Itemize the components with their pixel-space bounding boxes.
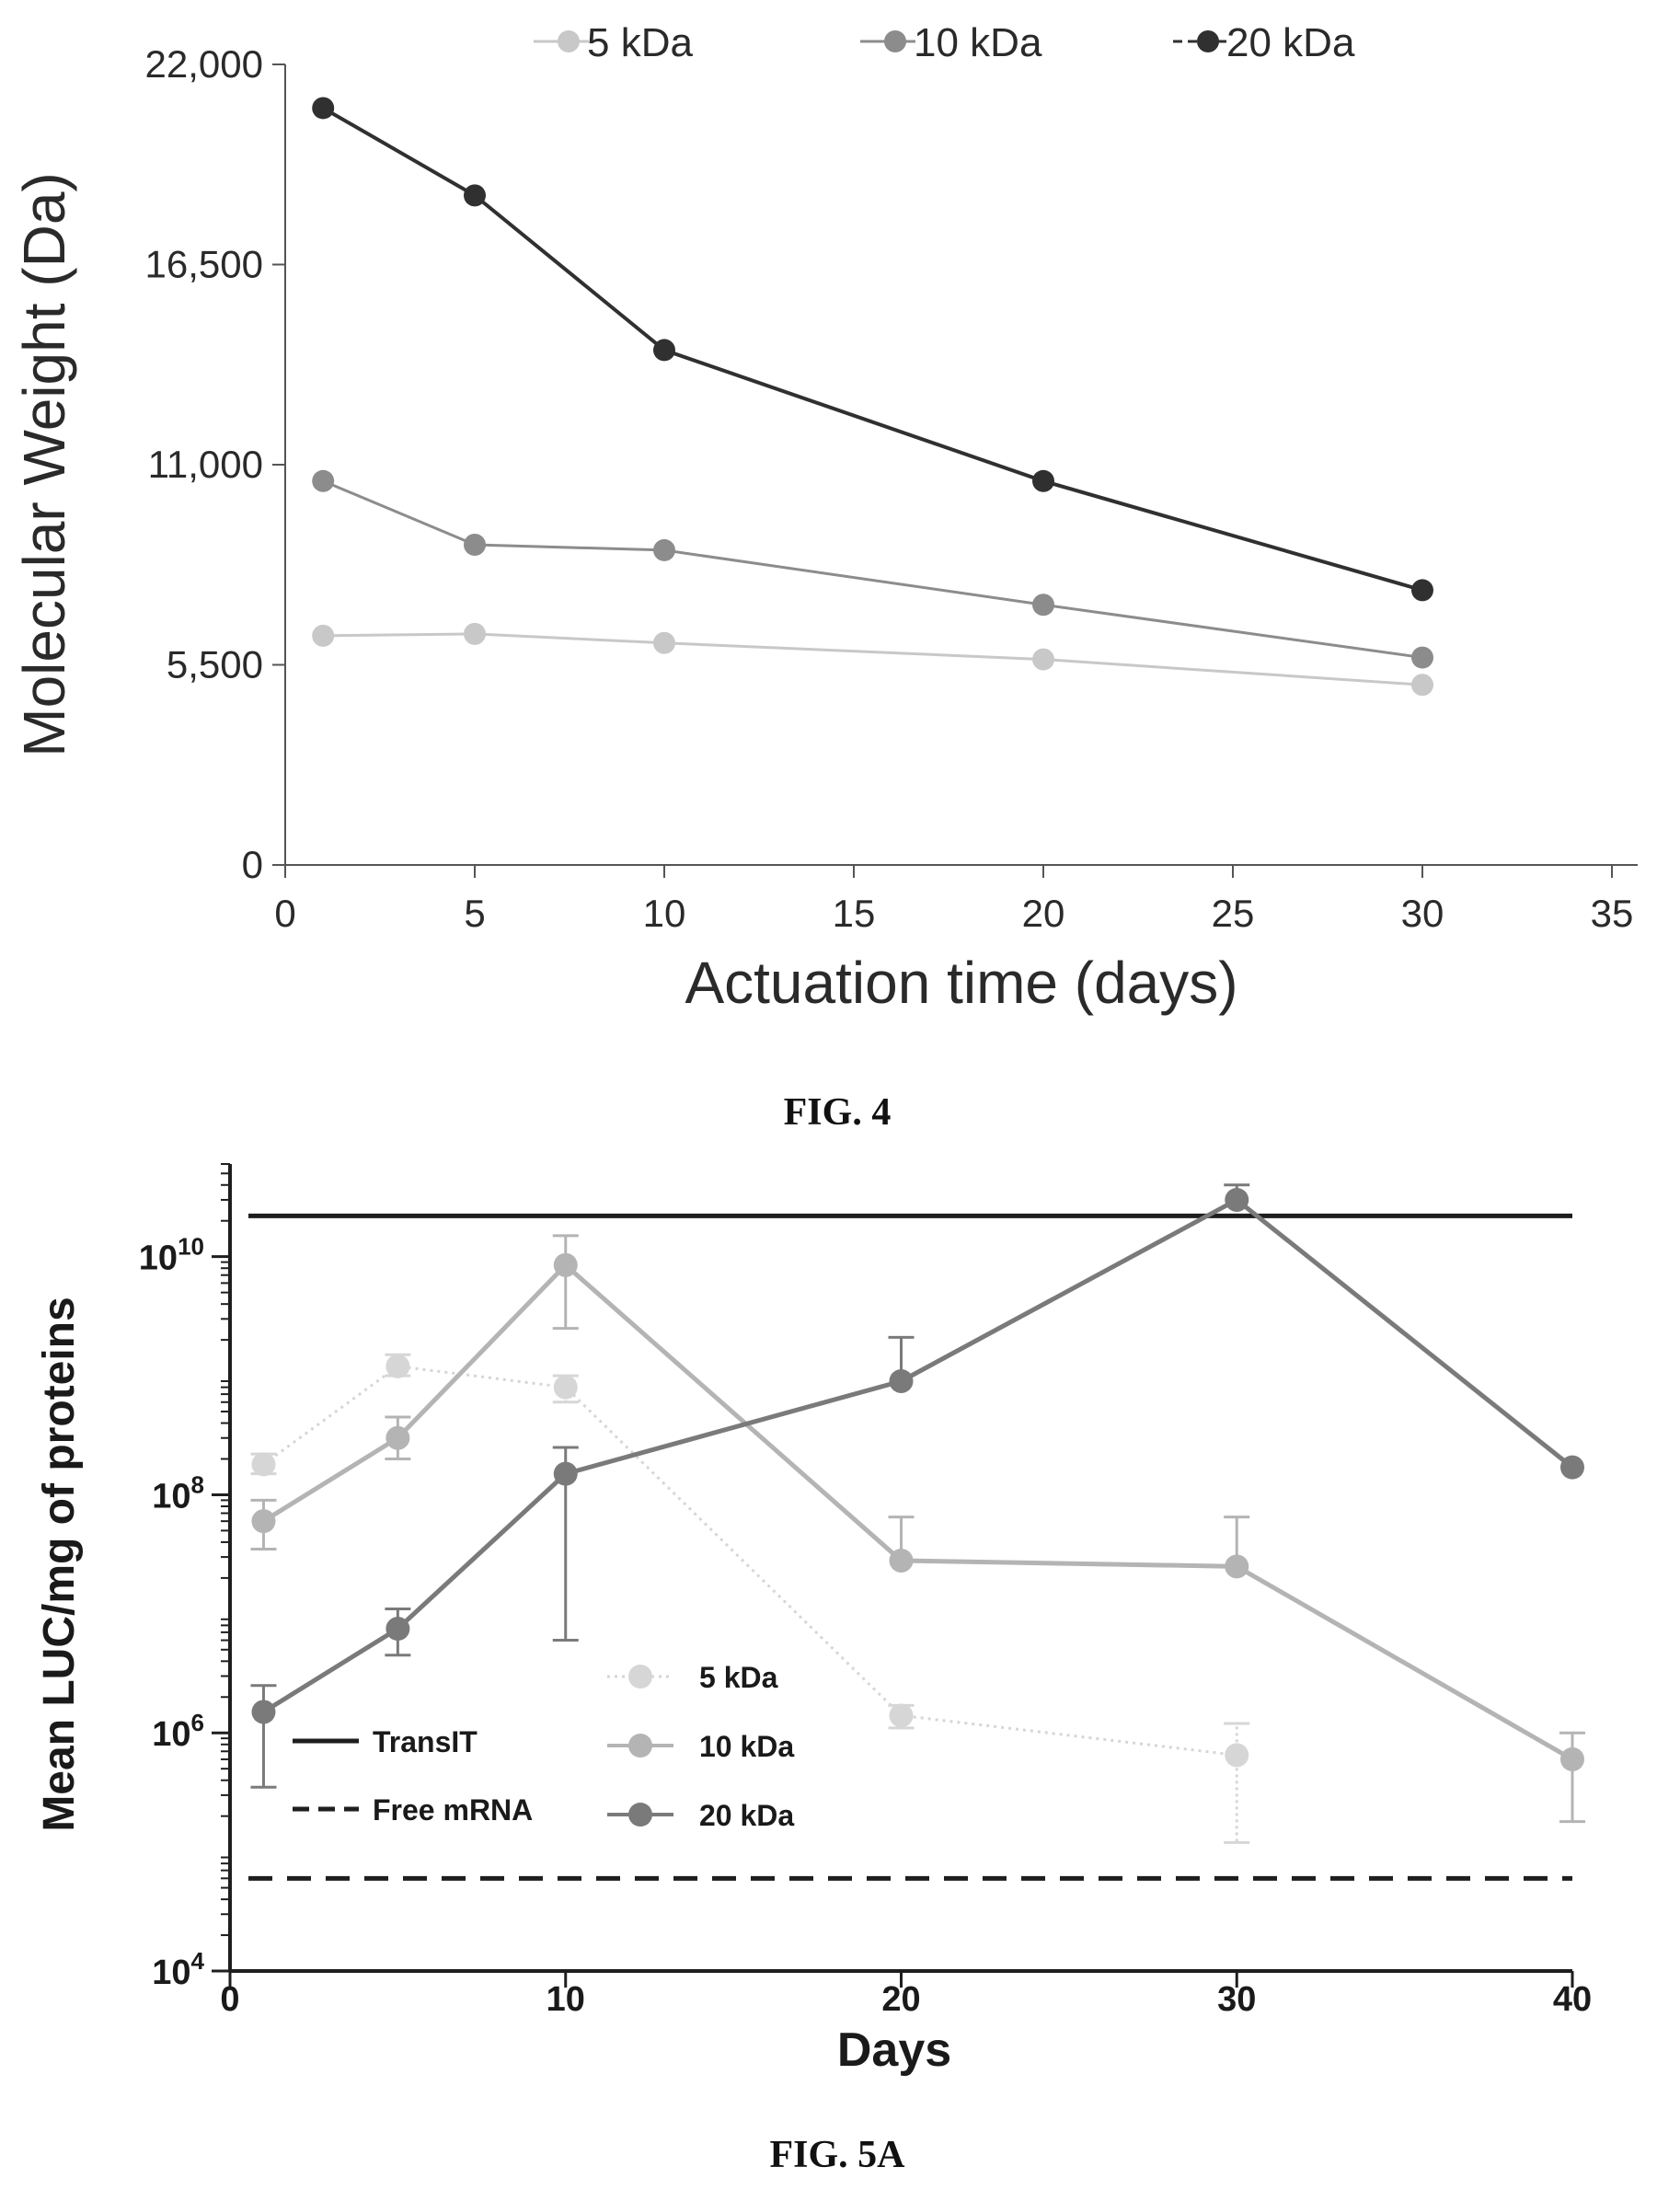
- chart1-data-point: [464, 184, 486, 207]
- chart2-x-tick-label: 30: [1217, 1980, 1256, 2019]
- chart2-y-tick-label: 106: [152, 1709, 204, 1754]
- chart2-legend-label: 5 kDa: [699, 1661, 778, 1694]
- chart2-legend-label: 20 kDa: [699, 1799, 794, 1832]
- chart2-data-point: [385, 1617, 410, 1642]
- chart2-data-point: [553, 1375, 578, 1400]
- chart1-y-tick-label: 5,500: [167, 643, 263, 686]
- chart2-legend-label: TransIT: [373, 1725, 478, 1758]
- chart1-data-point: [1411, 646, 1433, 669]
- chart1-legend-swatch-marker: [558, 30, 580, 52]
- chart1-x-tick-label: 25: [1212, 892, 1255, 935]
- chart2-data-point: [889, 1548, 914, 1573]
- chart2-series-line: [262, 1262, 1574, 1762]
- chart1-data-point: [653, 631, 675, 654]
- chart1-x-axis-label: Actuation time (days): [685, 950, 1237, 1016]
- chart2-data-point: [385, 1354, 410, 1378]
- chart1-data-point: [1032, 648, 1054, 671]
- chart1-data-point: [312, 97, 335, 120]
- chart1-x-tick-label: 5: [464, 892, 485, 935]
- chart1-data-point: [464, 534, 486, 556]
- chart1-legend-label: 5 kDa: [587, 20, 693, 65]
- fig4-caption: FIG. 4: [784, 1091, 892, 1134]
- chart-mean-luc: 104 106 108 1010 0 10 20 30 40 TransIT Free mRNA…: [35, 1163, 1592, 2077]
- chart1-data-point: [1032, 594, 1054, 617]
- chart2-data-point: [1225, 1743, 1249, 1768]
- chart2-y-tick-label: 108: [152, 1470, 204, 1516]
- chart2-legend-swatch-marker: [628, 1734, 652, 1758]
- chart2-y-tick-label: 1010: [139, 1233, 204, 1278]
- chart1-legend-swatch-marker: [1197, 30, 1219, 52]
- fig5a-caption: FIG. 5A: [770, 2134, 906, 2176]
- chart1-y-tick-label: 22,000: [145, 42, 263, 86]
- chart1-y-tick-label: 0: [242, 843, 263, 886]
- chart2-x-axis-label: Days: [837, 2023, 951, 2077]
- chart2-x-tick-label: 20: [881, 1980, 920, 2019]
- chart1-x-tick-label: 0: [274, 892, 295, 935]
- chart1-x-tick-label: 35: [1591, 892, 1634, 935]
- chart1-legend-label: 10 kDa: [914, 20, 1042, 65]
- chart2-y-tick-label: 104: [152, 1947, 204, 1992]
- chart1-y-tick-label: 16,500: [145, 243, 263, 286]
- chart1-x-tick-label: 10: [643, 892, 686, 935]
- chart2-legend-swatch-marker: [628, 1803, 652, 1827]
- chart1-data-point: [653, 538, 675, 561]
- chart2-data-point: [1225, 1554, 1249, 1579]
- chart1-data-point: [1411, 674, 1433, 697]
- chart1-x-tick-label: 20: [1022, 892, 1065, 935]
- chart1-data-point: [653, 339, 675, 362]
- chart2-data-point: [889, 1703, 914, 1728]
- chart2-data-point: [1560, 1746, 1584, 1771]
- chart1-x-tick-label: 30: [1401, 892, 1444, 935]
- chart2-data-point: [1560, 1455, 1584, 1480]
- chart1-legend-swatch-marker: [884, 30, 906, 52]
- chart1-y-axis-label: Molecular Weight (Da): [11, 172, 77, 756]
- chart1-data-point: [1032, 469, 1054, 492]
- chart1-data-point: [464, 622, 486, 645]
- chart2-x-tick-label: 0: [220, 1980, 239, 2019]
- chart2-data-point: [553, 1461, 578, 1486]
- chart1-data-point: [1411, 579, 1433, 602]
- chart2-data-point: [553, 1252, 578, 1277]
- chart2-data-point: [251, 1700, 276, 1724]
- chart2-x-tick-label: 10: [547, 1980, 585, 2019]
- chart2-series-line: [262, 1196, 1574, 1714]
- chart1-legend-label: 20 kDa: [1226, 20, 1355, 65]
- chart1-series-line: [323, 632, 1423, 686]
- chart1-series-line: [322, 479, 1423, 660]
- chart1-data-point: [312, 624, 335, 647]
- chart2-data-point: [1225, 1187, 1249, 1212]
- chart2-series-line: [262, 1365, 1237, 1757]
- chart1-data-point: [312, 469, 335, 492]
- chart2-legend-label: Free mRNA: [373, 1793, 533, 1827]
- chart2-data-point: [251, 1452, 276, 1477]
- chart2-y-axis-label: Mean LUC/mg of proteins: [35, 1297, 84, 1831]
- chart2-data-point: [385, 1425, 410, 1450]
- chart2-data-point: [889, 1368, 914, 1393]
- chart1-y-tick-label: 11,000: [148, 443, 263, 486]
- chart1-series-line: [322, 106, 1423, 593]
- chart2-legend-swatch-marker: [628, 1665, 652, 1689]
- chart2-legend-label: 10 kDa: [699, 1730, 794, 1763]
- chart2-x-tick-label: 40: [1553, 1980, 1592, 2019]
- chart2-data-point: [251, 1509, 276, 1534]
- chart1-x-tick-label: 15: [833, 892, 876, 935]
